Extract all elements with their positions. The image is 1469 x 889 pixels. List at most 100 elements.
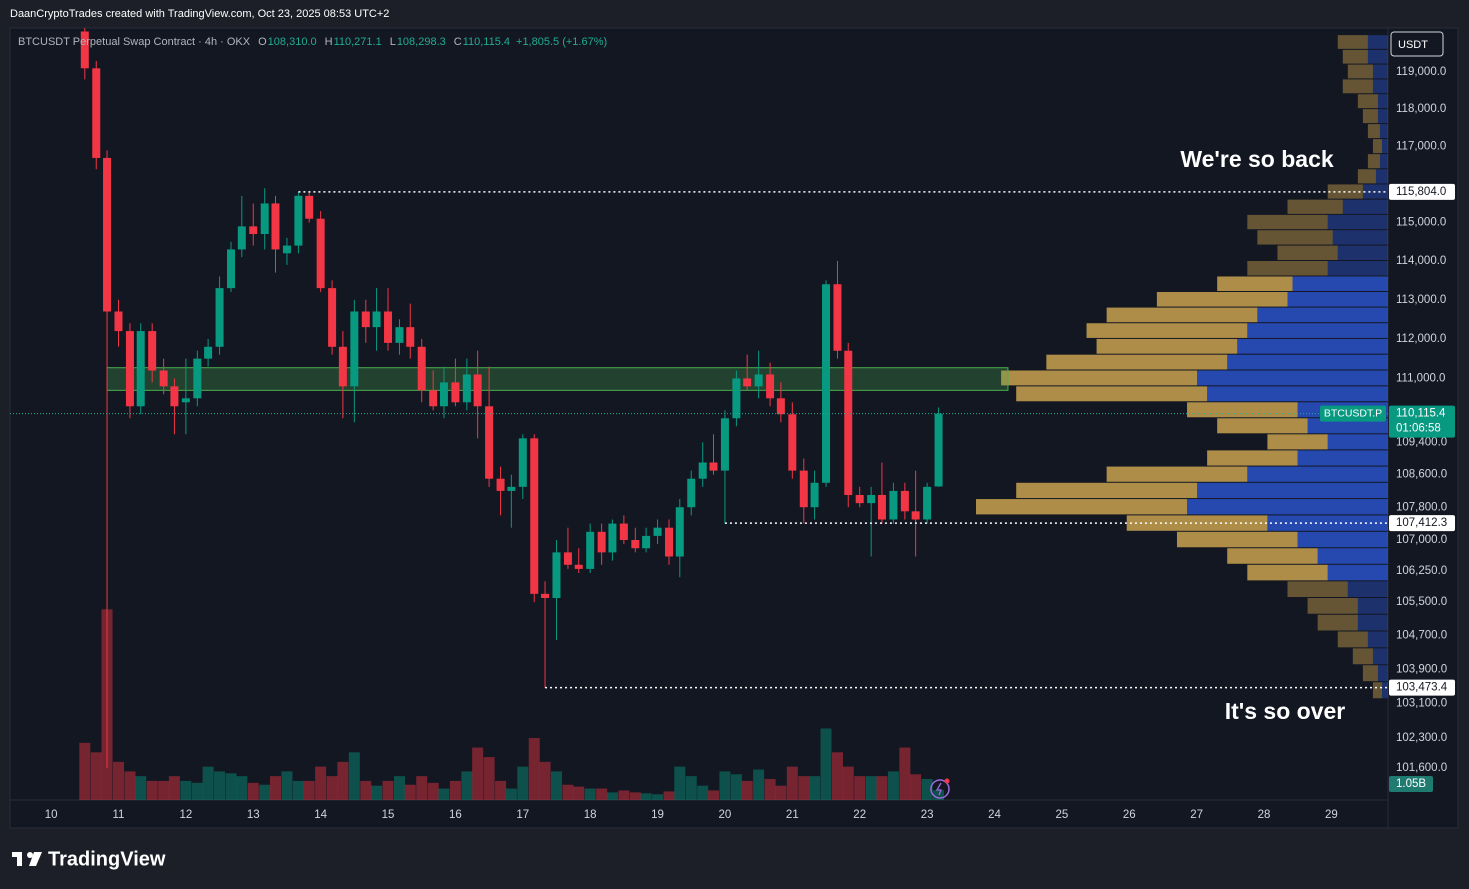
profile-up <box>1327 434 1388 450</box>
symbol-legend: BTCUSDT Perpetual Swap Contract · 4h · O… <box>18 36 607 48</box>
candle-body <box>451 382 460 403</box>
volume-bar <box>158 780 170 800</box>
volume-bar <box>663 791 675 800</box>
profile-down <box>1247 260 1328 276</box>
profile-up <box>1197 482 1388 499</box>
candle-body <box>574 564 583 569</box>
y-tick-label: 113,000.0 <box>1396 294 1446 306</box>
volume-bar <box>606 792 618 800</box>
volume-bar <box>764 779 776 800</box>
profile-down <box>1372 139 1382 154</box>
x-tick-label: 28 <box>1258 809 1271 821</box>
volume-bar <box>550 771 562 800</box>
volume-label: 1.05B <box>1396 778 1426 790</box>
candle-body <box>170 386 179 407</box>
volume-bar <box>180 780 192 800</box>
candle-body <box>608 523 617 553</box>
profile-down <box>1176 531 1298 548</box>
x-tick-label: 26 <box>1123 809 1136 821</box>
volume-bar <box>292 780 304 800</box>
x-tick-label: 23 <box>921 809 934 821</box>
profile-down <box>1317 614 1358 631</box>
candle-body <box>877 494 886 520</box>
level-layer <box>10 191 1388 689</box>
volume-bar <box>786 766 798 800</box>
candle-body <box>799 470 808 508</box>
profile-down <box>1352 648 1373 665</box>
profile-up <box>1187 499 1388 515</box>
candle-body <box>361 311 370 328</box>
x-tick-label: 18 <box>584 809 597 821</box>
candle-body <box>227 249 236 289</box>
candle-body <box>889 490 898 520</box>
candle-body <box>518 438 527 487</box>
volume-bar <box>427 782 439 800</box>
volume-bar <box>820 728 832 800</box>
volume-bar <box>90 752 102 800</box>
profile-up <box>1372 79 1388 94</box>
profile-down <box>1016 482 1198 499</box>
profile-up <box>1367 631 1388 648</box>
volume-profile <box>976 35 1388 699</box>
annotation: We're so back <box>1180 146 1334 172</box>
profile-up <box>1357 614 1388 631</box>
candle-body <box>305 195 314 219</box>
candle-body <box>833 284 842 351</box>
candle-body <box>271 203 280 250</box>
profile-down <box>1096 338 1238 354</box>
candle-body <box>473 374 482 407</box>
ohlc-key: L <box>390 36 396 48</box>
volume-tag <box>1389 775 1433 792</box>
profile-up <box>1357 598 1388 614</box>
profile-down <box>1187 402 1298 418</box>
y-tick-label: 104,700.0 <box>1396 630 1447 642</box>
profile-up <box>1227 354 1388 370</box>
volume-bar <box>876 776 888 800</box>
volume-layer <box>79 609 945 800</box>
candle-body <box>788 414 797 471</box>
candle-body <box>776 398 785 415</box>
profile-up <box>1362 184 1388 199</box>
ohlc-value: 108,310.0 <box>268 36 317 48</box>
x-tick-label: 11 <box>113 809 125 821</box>
profile-up <box>1377 665 1388 682</box>
y-tick-label: 101,600.0 <box>1396 762 1447 774</box>
currency-label: USDT <box>1398 39 1428 51</box>
volume-bar <box>640 793 652 800</box>
x-tick-label: 15 <box>382 809 395 821</box>
volume-bar <box>596 788 608 800</box>
volume-bar <box>315 766 327 800</box>
volume-bar <box>741 780 753 800</box>
volume-bar <box>528 738 540 800</box>
profile-down <box>1106 307 1258 323</box>
candle-body <box>103 157 112 312</box>
candle-body <box>698 462 707 479</box>
x-tick-label: 22 <box>853 809 866 821</box>
candle-body <box>372 311 381 328</box>
volume-bar <box>269 776 281 800</box>
y-tick-label: 109,400.0 <box>1396 436 1447 448</box>
candle-body <box>934 413 943 487</box>
volume-bar <box>495 780 507 800</box>
candle-body <box>462 374 471 403</box>
profile-down <box>1001 370 1198 386</box>
symbol-label: BTCUSDT.P <box>1324 407 1382 419</box>
profile-down <box>1227 548 1318 564</box>
profile-down <box>1372 682 1382 699</box>
ohlc-value: 110,115.4 <box>463 36 510 48</box>
countdown: 01:06:58 <box>1396 423 1441 435</box>
volume-bar <box>697 785 709 800</box>
candle-body <box>754 374 763 387</box>
profile-up <box>1327 214 1388 230</box>
zone-layer <box>106 367 1009 391</box>
profile-up <box>1377 94 1388 109</box>
candle-layer <box>80 28 943 769</box>
x-tick-label: 25 <box>1055 809 1068 821</box>
candle-body <box>215 288 224 347</box>
profile-up <box>1372 648 1388 665</box>
candle-body <box>822 284 831 483</box>
profile-up <box>1237 338 1388 354</box>
profile-up <box>1342 199 1388 214</box>
volume-bar <box>202 766 214 800</box>
volume-bar <box>685 776 697 800</box>
